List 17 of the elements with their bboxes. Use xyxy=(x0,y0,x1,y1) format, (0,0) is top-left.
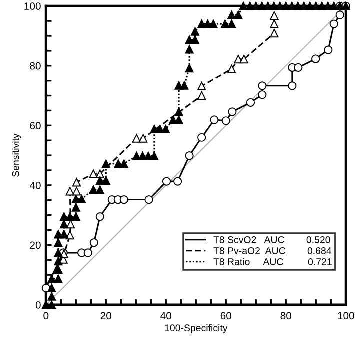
legend-label: T8 Ratio AUC 0.721 xyxy=(214,258,332,266)
y-tick-label: 60 xyxy=(30,122,41,130)
y-axis-title: Sensitivity xyxy=(12,134,22,177)
x-tick-label: 100 xyxy=(338,312,354,320)
x-tick-label: 0 xyxy=(44,312,49,320)
y-tick-label: 100 xyxy=(24,2,41,10)
y-tick-label: 40 xyxy=(30,182,41,190)
y-tick-label: 0 xyxy=(36,301,41,309)
x-axis-title: 100-Specificity xyxy=(165,324,228,334)
x-tick-label: 40 xyxy=(160,312,172,320)
x-tick-label: 60 xyxy=(220,312,232,320)
legend-label: T8 Pv-aO2 AUC 0.684 xyxy=(214,248,332,254)
x-tick-label: 20 xyxy=(100,312,112,320)
x-tick-label: 80 xyxy=(280,312,292,320)
y-tick-label: 20 xyxy=(30,242,41,250)
legend-label: T8 ScvO2 AUC 0.520 xyxy=(214,236,330,244)
y-tick-label: 80 xyxy=(30,62,41,70)
